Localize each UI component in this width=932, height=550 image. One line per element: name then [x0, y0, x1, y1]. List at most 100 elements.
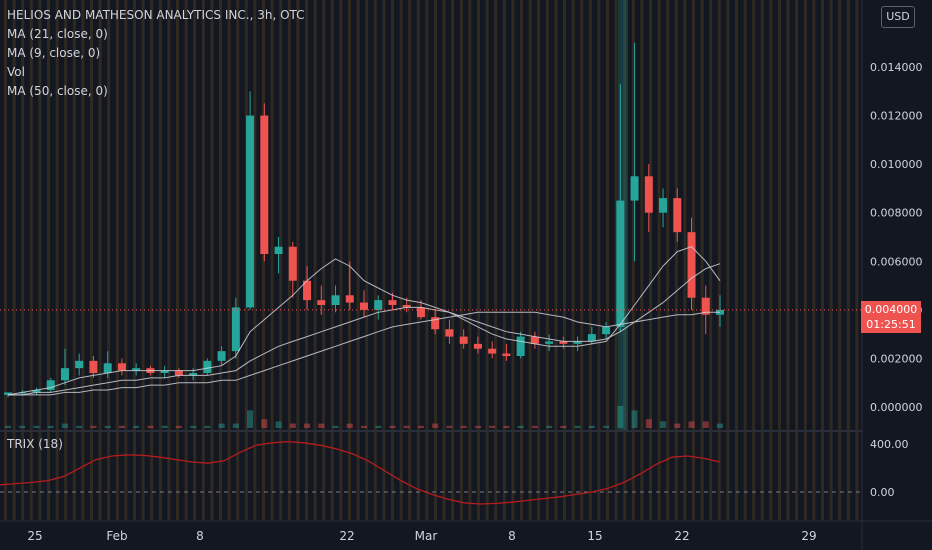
session-band [313, 0, 317, 520]
candle-body [602, 326, 611, 335]
y-tick-label: 0.010000 [870, 158, 923, 171]
session-band [425, 0, 429, 520]
session-band [640, 0, 644, 520]
session-band [494, 0, 498, 520]
session-band [752, 0, 756, 520]
volume-bar [104, 425, 111, 428]
candle-body [46, 380, 55, 390]
session-band [545, 0, 549, 520]
session-band [485, 0, 489, 520]
candle-body [388, 300, 397, 305]
session-band [416, 0, 420, 520]
session-band [614, 0, 618, 520]
session-band [365, 0, 369, 520]
session-band [98, 0, 102, 520]
currency-button[interactable]: USD [881, 6, 915, 28]
session-band [81, 0, 85, 520]
session-band [38, 0, 42, 520]
candle-body [374, 300, 383, 310]
session-band [588, 0, 592, 520]
session-band [133, 0, 136, 520]
volume-bar [261, 419, 268, 428]
volume-bar [432, 423, 439, 428]
y-tick-label: 0.012000 [870, 110, 923, 123]
volume-bar [204, 425, 211, 428]
session-band [434, 0, 437, 520]
candle-body [103, 363, 112, 373]
session-band [769, 0, 773, 520]
ma50-legend: MA (50, close, 0) [7, 84, 108, 98]
volume-bar [588, 425, 595, 428]
session-band [709, 0, 713, 520]
candle-body [516, 336, 525, 356]
moving-average-line [8, 263, 721, 396]
candle-body [317, 300, 326, 305]
session-band [227, 0, 231, 520]
bar-countdown: 01:25:51 [866, 318, 916, 331]
session-band [150, 0, 154, 520]
volume-bar [446, 425, 453, 428]
session-band [657, 0, 661, 520]
volume-bar [645, 419, 652, 428]
trix-tick-label: 400.00 [870, 438, 909, 451]
volume-bar [175, 425, 182, 428]
session-band [700, 0, 704, 520]
candle-body [545, 341, 554, 344]
session-band [72, 0, 76, 520]
candle-body [203, 360, 212, 373]
session-band [528, 0, 532, 520]
trix-tick-label: 0.00 [870, 486, 895, 499]
session-band [47, 0, 50, 520]
candle-body [659, 198, 668, 213]
candle-body [488, 348, 497, 354]
session-band [778, 0, 781, 520]
session-band [115, 0, 119, 520]
candle-body [616, 200, 625, 327]
session-band [717, 0, 721, 520]
volume-bar [474, 425, 481, 428]
volume-bar [61, 423, 68, 428]
session-band [597, 0, 601, 520]
volume-bar [403, 425, 410, 428]
session-band [373, 0, 377, 520]
candle-body [117, 363, 126, 371]
volume-bar [717, 423, 723, 428]
volume-bar [161, 425, 168, 428]
volume-bar [631, 410, 638, 428]
candle-body [189, 373, 198, 376]
volume-bar [247, 410, 254, 428]
candle-body [473, 343, 482, 349]
session-band [812, 0, 816, 520]
candle-body [246, 115, 255, 308]
volume-bar [76, 425, 83, 428]
session-band [649, 0, 652, 520]
volume-bar [19, 425, 26, 428]
session-band [391, 0, 394, 520]
volume-bar [517, 425, 524, 428]
candle-body [701, 297, 710, 315]
session-band [786, 0, 790, 520]
session-band [322, 0, 326, 520]
session-band [726, 0, 730, 520]
session-band [408, 0, 412, 520]
volume-bar [546, 425, 553, 428]
moving-average-line [8, 311, 720, 396]
session-band [537, 0, 541, 520]
session-band [631, 0, 635, 520]
session-band [124, 0, 128, 520]
volume-bar [289, 423, 296, 428]
volume-bar [417, 425, 424, 428]
session-band [64, 0, 68, 520]
x-tick-label: 29 [801, 529, 816, 543]
trix-line [0, 440, 721, 505]
candle-body [687, 232, 696, 298]
volume-bar [90, 425, 97, 428]
volume-bar [617, 406, 624, 428]
volume-bar [218, 423, 225, 428]
volume-bar [190, 425, 197, 428]
session-band [158, 0, 162, 520]
volume-legend: Vol [7, 65, 25, 79]
session-band [451, 0, 455, 520]
session-band [253, 0, 257, 520]
